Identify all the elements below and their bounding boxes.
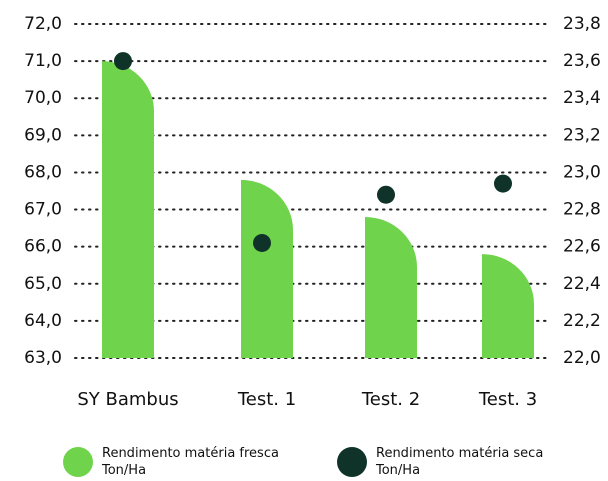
x-tick-label: Test. 2 [361, 389, 420, 410]
bar [241, 179, 293, 358]
x-tick-label: SY Bambus [77, 389, 178, 410]
y2-tick-label: 23,0 [563, 162, 601, 182]
legend-swatch [63, 447, 93, 477]
legend-line: Ton/Ha [375, 463, 420, 478]
bar [365, 216, 417, 358]
y-tick-label: 63,0 [24, 348, 62, 368]
y-tick-label: 72,0 [24, 14, 62, 34]
dot [253, 233, 271, 252]
y2-tick-label: 22,8 [563, 200, 601, 220]
dot [377, 185, 395, 204]
y-tick-label: 64,0 [24, 311, 62, 331]
legend-label: Rendimento matéria fresca Ton/Ha [101, 446, 279, 478]
legend-line: Ton/Ha [101, 463, 146, 478]
y-tick-label: 68,0 [24, 162, 62, 182]
legend-line: Rendimento matéria seca [376, 446, 543, 461]
y-tick-label: 70,0 [24, 88, 62, 108]
legend-swatch [337, 447, 367, 477]
y-tick-label: 67,0 [24, 200, 62, 220]
x-tick-label: Test. 1 [237, 389, 296, 410]
x-tick-label: Test. 3 [478, 389, 537, 410]
y2-tick-label: 22,4 [563, 274, 601, 294]
legend-label: Rendimento matéria seca Ton/Ha [375, 446, 543, 478]
y-tick-label: 69,0 [24, 125, 62, 145]
legend-line: Rendimento matéria fresca [102, 446, 279, 461]
y2-tick-label: 23,6 [563, 51, 601, 71]
y2-tick-label: 22,6 [563, 237, 601, 257]
y-tick-label: 66,0 [24, 237, 62, 257]
y2-tick-label: 23,4 [563, 88, 601, 108]
y2-tick-label: 23,8 [563, 14, 601, 34]
bar [482, 254, 534, 358]
y2-tick-label: 22,2 [563, 311, 601, 331]
bar [102, 61, 154, 358]
y2-tick-label: 22,0 [563, 348, 601, 368]
dot [494, 174, 512, 193]
y-tick-label: 71,0 [24, 51, 62, 71]
dot [114, 52, 132, 71]
y-tick-label: 65,0 [24, 274, 62, 294]
y2-tick-label: 23,2 [563, 125, 601, 145]
